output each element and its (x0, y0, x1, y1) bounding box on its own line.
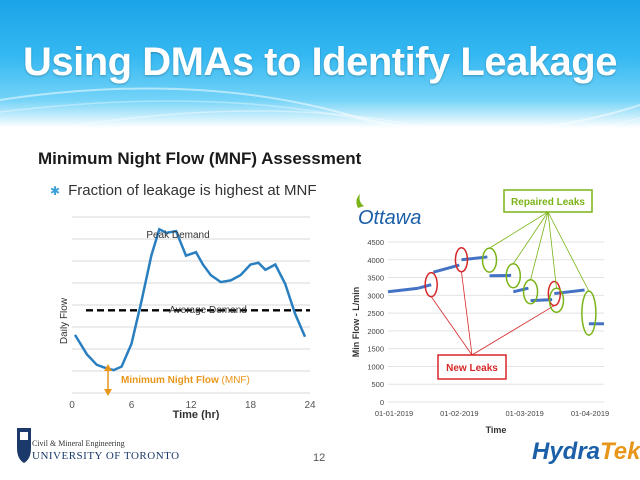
y-tick-label: 500 (371, 380, 384, 389)
callout-lines (424, 211, 597, 356)
callout-line (547, 211, 590, 292)
mnf-label: Minimum Night Flow (MNF) (121, 375, 250, 386)
callout-line (461, 271, 473, 356)
y-tick-label: 2000 (367, 327, 384, 336)
new-leak-marker (454, 247, 469, 273)
x-axis-label: Time (486, 425, 507, 435)
banner-swoosh (0, 87, 640, 128)
mnf-label-abbr: (MNF) (222, 375, 250, 386)
new-leaks-box (437, 354, 507, 380)
data-segment (387, 286, 419, 294)
y-tick-label: 4500 (367, 238, 384, 247)
peak-demand-label: Peak Demand (146, 230, 209, 241)
x-tick-label: 01-02-2019 (440, 409, 478, 418)
callout-line (489, 211, 549, 249)
y-tick-label: 3500 (367, 274, 384, 283)
x-tick-label: 18 (245, 400, 257, 411)
mnf-label-main: Minimum Night Flow (121, 375, 219, 386)
daily-flow-chart: Daily Flow Peak Demand Average Demand Mi… (60, 216, 316, 420)
mnf-arrow-head-bottom (104, 389, 112, 396)
new-leak-marker (547, 280, 562, 307)
repaired-leaks-box (503, 189, 593, 213)
ottawa-logo: Ottawa (358, 207, 421, 229)
y-tick-labels: 0 500 1000 1500 2000 2500 3000 3500 4000 4500 (367, 238, 384, 407)
x-tick-label: 01-03-2019 (505, 409, 543, 418)
callout-line (547, 211, 557, 289)
y-axis-label: Daily Flow (60, 297, 70, 344)
repaired-leaks-label: Repaired Leaks (511, 197, 585, 208)
data-segment (432, 263, 460, 274)
callout-line (471, 305, 555, 356)
bullet-text: Fraction of leakage is highest at MNF (68, 182, 317, 199)
ottawa-logo-mark (356, 194, 364, 208)
slide-title: Using DMAs to Identify Leakage (23, 40, 617, 84)
callout-line (430, 296, 473, 356)
y-axis-label: Min Flow - L/min (351, 287, 361, 358)
y-tick-label: 1000 (367, 362, 384, 371)
y-tick-label: 2500 (367, 309, 384, 318)
mnf-arrow-head-top (104, 364, 112, 371)
x-tick-label: 12 (185, 400, 197, 411)
x-tick-label: 0 (69, 400, 75, 411)
university-crest-icon (17, 428, 31, 463)
callout-line (530, 211, 549, 280)
x-tick-label: 24 (304, 400, 316, 411)
y-tick-label: 0 (380, 398, 384, 407)
university-dept: Civil & Mineral Engineering (32, 439, 125, 448)
x-axis-label: Time (hr) (173, 409, 220, 420)
brand-part2: Tek (600, 438, 640, 465)
page-number: 12 (313, 452, 326, 464)
slide-subtitle: Minimum Night Flow (MNF) Assessment (38, 149, 362, 168)
y-tick-label: 1500 (367, 345, 384, 354)
x-tick-labels: 01-01-2019 01-02-2019 01-03-2019 01-04-2019 (375, 409, 609, 418)
x-tick-label: 01-04-2019 (571, 409, 609, 418)
brand-part1: Hydra (532, 438, 601, 465)
title-banner: Using DMAs to Identify Leakage (0, 0, 640, 128)
bullet-point: ✱ Fraction of leakage is highest at MNF (50, 182, 317, 199)
y-tick-label: 3000 (367, 291, 384, 300)
x-tick-label: 6 (129, 400, 135, 411)
callout-line (512, 211, 549, 265)
bullet-icon: ✱ (50, 184, 61, 198)
y-tick-label: 4000 (367, 256, 384, 265)
new-leaks-label: New Leaks (446, 363, 498, 374)
x-tick-label: 01-01-2019 (375, 409, 413, 418)
flow-curve (73, 227, 307, 372)
university-name: UNIVERSITY OF TORONTO (32, 450, 180, 462)
hydratek-logo: HydraTek (532, 438, 640, 466)
ottawa-min-flow-chart: Ottawa 0 500 1000 1500 2000 2500 3000 3500 4000 4… (351, 189, 609, 435)
data-segment (512, 286, 529, 294)
x-tick-labels: 0 6 12 18 24 (69, 400, 316, 411)
average-demand-label: Average Demand (169, 305, 247, 316)
data-segment (554, 288, 585, 296)
